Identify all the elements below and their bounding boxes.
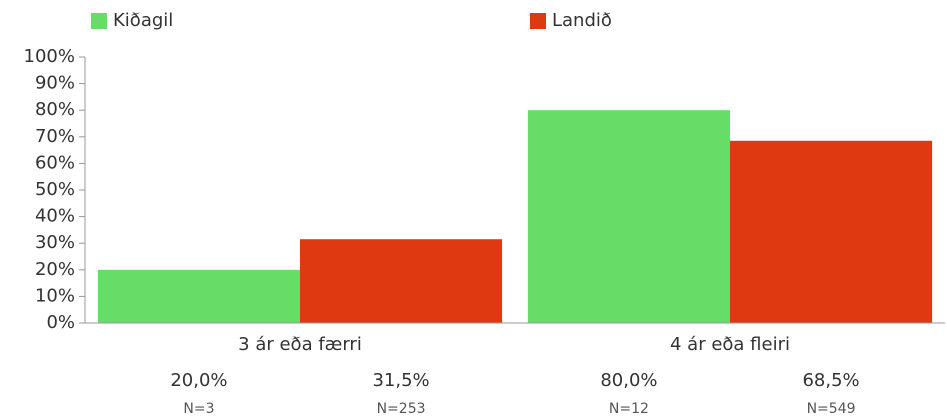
y-tick-label: 100%	[24, 46, 75, 67]
y-tick-label: 70%	[35, 126, 75, 147]
y-tick-label: 10%	[35, 285, 75, 306]
bar	[730, 140, 933, 323]
n-label: N=12	[609, 401, 649, 417]
y-tick-label: 20%	[35, 259, 75, 280]
n-label: N=253	[377, 401, 426, 417]
legend-label: Landið	[552, 10, 612, 31]
value-label: 20,0%	[170, 370, 227, 391]
value-label: 31,5%	[372, 370, 429, 391]
x-tick-label: 4 ár eða fleiri	[670, 334, 790, 355]
y-tick-label: 40%	[35, 206, 75, 227]
x-tick-label: 3 ár eða færri	[238, 334, 362, 355]
bar	[527, 110, 730, 323]
value-label: 68,5%	[802, 370, 859, 391]
y-tick-label: 90%	[35, 73, 75, 94]
y-tick-label: 50%	[35, 179, 75, 200]
bar	[300, 239, 503, 323]
value-label: 80,0%	[600, 370, 657, 391]
legend-swatch	[91, 13, 107, 29]
y-tick-label: 0%	[46, 312, 75, 333]
n-label: N=3	[183, 401, 214, 417]
y-tick-label: 80%	[35, 99, 75, 120]
legend-label: Kiðagil	[113, 10, 173, 31]
bar	[97, 269, 301, 323]
y-tick-label: 30%	[35, 232, 75, 253]
n-label: N=549	[807, 401, 856, 417]
y-tick-label: 60%	[35, 152, 75, 173]
legend-swatch	[530, 13, 546, 29]
